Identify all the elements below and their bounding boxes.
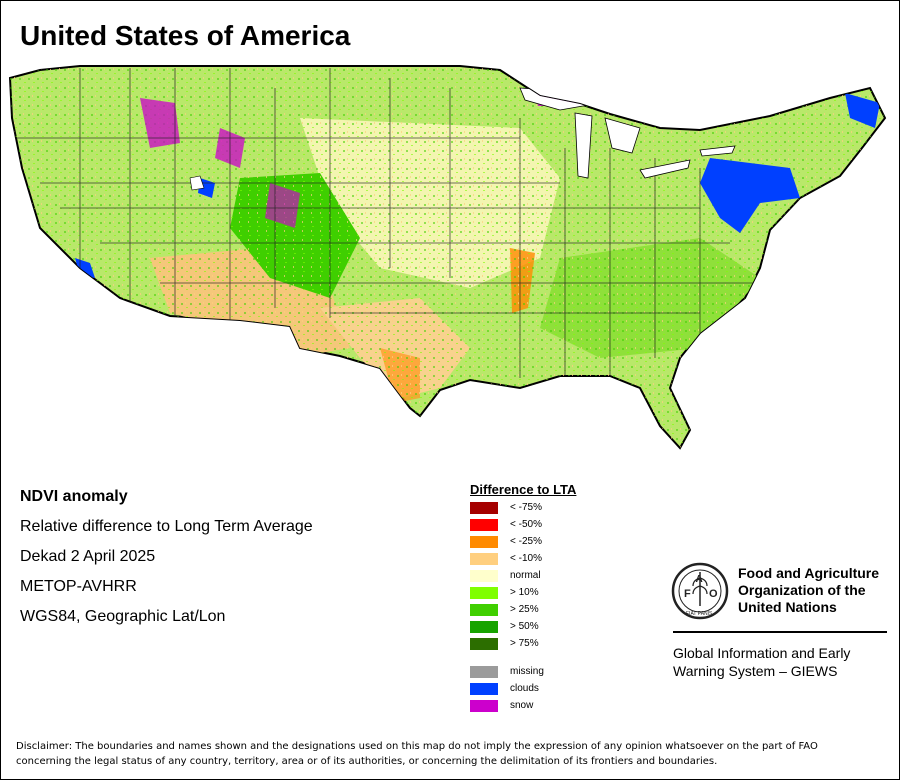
fao-logo: F O A FIAT PANIS bbox=[671, 562, 729, 620]
product-sensor: METOP-AVHRR bbox=[20, 578, 137, 595]
legend-swatch bbox=[470, 683, 498, 695]
legend-label: normal bbox=[510, 570, 541, 581]
legend-swatch bbox=[470, 638, 498, 650]
snow-colorado bbox=[265, 183, 300, 228]
legend-swatch bbox=[470, 700, 498, 712]
ndvi-anomaly-map bbox=[8, 65, 887, 450]
giews-line: Warning System – GIEWS bbox=[673, 663, 838, 679]
fao-organization-name: Food and Agriculture Organization of the… bbox=[738, 565, 879, 616]
lake-erie bbox=[639, 159, 691, 179]
legend-label: > 10% bbox=[510, 587, 539, 598]
legend-swatch bbox=[470, 570, 498, 582]
legend-swatch bbox=[470, 587, 498, 599]
lake-ontario bbox=[699, 145, 736, 157]
map-legend: Difference to LTA < -75% < -50% < -25% <… bbox=[470, 482, 577, 712]
legend-title: Difference to LTA bbox=[470, 482, 577, 497]
giews-line: Global Information and Early bbox=[673, 645, 851, 661]
legend-swatch bbox=[470, 621, 498, 633]
legend-swatch bbox=[470, 502, 498, 514]
legend-label: > 25% bbox=[510, 604, 539, 615]
disclaimer-line: concerning the legal status of any count… bbox=[16, 756, 718, 767]
legend-label: > 50% bbox=[510, 621, 539, 632]
svg-text:O: O bbox=[709, 588, 718, 600]
product-description: Relative difference to Long Term Average bbox=[20, 518, 313, 535]
map-info-block: NDVI anomaly Relative difference to Long… bbox=[20, 486, 313, 636]
svg-text:FIAT PANIS: FIAT PANIS bbox=[686, 611, 713, 617]
legend-label: < -75% bbox=[510, 502, 542, 513]
snow-rockies-north bbox=[140, 98, 180, 148]
svg-text:A: A bbox=[696, 574, 703, 585]
fao-name-line: United Nations bbox=[738, 599, 837, 615]
map-title: United States of America bbox=[20, 20, 351, 51]
legend-label: missing bbox=[510, 666, 544, 677]
svg-text:F: F bbox=[684, 588, 691, 600]
disclaimer-line: Disclaimer: The boundaries and names sho… bbox=[16, 741, 818, 752]
giews-name: Global Information and Early Warning Sys… bbox=[673, 644, 850, 680]
clouds-maine bbox=[845, 93, 880, 128]
legend-swatch bbox=[470, 553, 498, 565]
great-salt-lake bbox=[189, 175, 205, 191]
fao-name-line: Food and Agriculture bbox=[738, 565, 880, 581]
disclaimer: Disclaimer: The boundaries and names sho… bbox=[16, 739, 886, 769]
clouds-northeast bbox=[700, 158, 800, 233]
legend-swatch bbox=[470, 519, 498, 531]
legend-label: > 75% bbox=[510, 638, 539, 649]
fao-name-line: Organization of the bbox=[738, 582, 866, 598]
legend-label: snow bbox=[510, 700, 534, 711]
legend-swatch bbox=[470, 666, 498, 678]
lake-michigan bbox=[574, 112, 593, 179]
legend-swatch bbox=[470, 604, 498, 616]
state-borders bbox=[15, 68, 760, 378]
legend-label: < -10% bbox=[510, 553, 542, 564]
lake-huron bbox=[604, 117, 641, 154]
legend-label: clouds bbox=[510, 683, 539, 694]
legend-label: < -50% bbox=[510, 519, 542, 530]
product-projection: WGS84, Geographic Lat/Lon bbox=[20, 608, 226, 625]
product-date: Dekad 2 April 2025 bbox=[20, 548, 156, 565]
legend-swatch bbox=[470, 536, 498, 548]
fao-divider bbox=[673, 631, 887, 633]
product-name: NDVI anomaly bbox=[20, 488, 128, 505]
legend-label: < -25% bbox=[510, 536, 542, 547]
